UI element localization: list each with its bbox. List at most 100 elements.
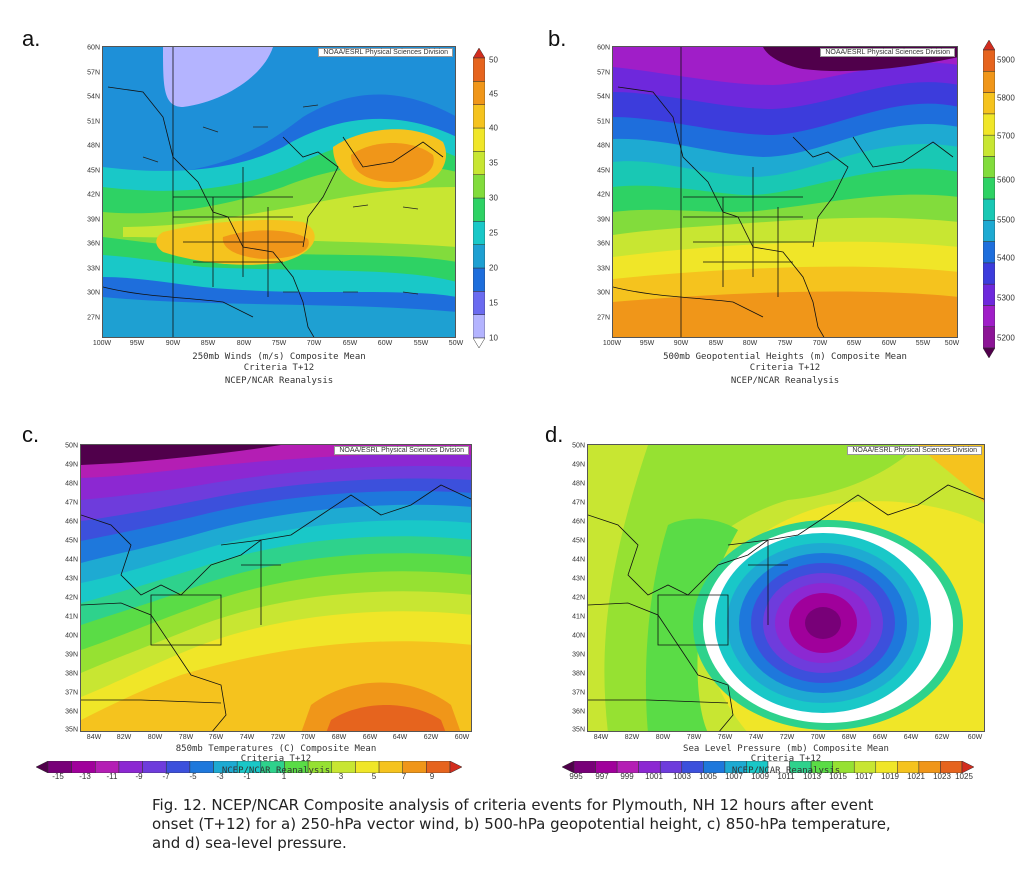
colorbar-label: 1023 <box>933 772 951 781</box>
colorbar-label: 40 <box>489 123 498 133</box>
panel-a-subtitle: Criteria T+12 <box>243 363 315 373</box>
colorbar-label: 1005 <box>699 772 717 781</box>
lat-label: 49N <box>572 461 585 469</box>
panel-d-subtitle: Criteria T+12 <box>750 754 822 764</box>
panel-b-colorbar: 5900 5800 5700 5600 5500 5400 5300 5200 <box>982 39 1023 359</box>
panel-d-credit: NOAA/ESRL Physical Sciences Division <box>847 446 982 455</box>
colorbar-label: -7 <box>162 772 170 781</box>
lat-label: 42N <box>597 191 610 199</box>
panel-a-letter: a. <box>22 26 41 51</box>
lon-label: 60W <box>377 340 393 347</box>
colorbar-label: 9 <box>429 772 435 781</box>
lat-label: 39N <box>572 651 585 659</box>
lon-label: 90W <box>673 340 689 347</box>
colorbar-label: 1 <box>281 772 287 781</box>
colorbar-swatch <box>472 104 486 129</box>
lon-label: 60W <box>881 340 897 347</box>
colorbar-label: 3 <box>338 772 344 781</box>
panel-b-map: NOAA/ESRL Physical Sciences Division <box>612 46 958 338</box>
colorbar-swatch <box>982 283 996 306</box>
lat-label: 47N <box>65 499 78 507</box>
lon-label: 78W <box>686 734 702 741</box>
panel-b-title: 500mb Geopotential Heights (m) Composite… <box>663 352 907 362</box>
panel-b-credit: NOAA/ESRL Physical Sciences Division <box>820 48 955 57</box>
lon-label: 85W <box>200 340 216 347</box>
lon-label: 100W <box>92 340 112 347</box>
colorbar-swatch <box>982 134 996 157</box>
lat-label: 57N <box>87 69 100 77</box>
lon-label: 60W <box>967 734 983 741</box>
colorbar-arrow <box>472 47 486 59</box>
colorbar-label: 1001 <box>645 772 663 781</box>
lon-label: 80W <box>742 340 758 347</box>
colorbar-arrow <box>982 347 996 359</box>
colorbar-label: 5800 <box>997 93 1015 103</box>
colorbar-label: -5 <box>189 772 197 781</box>
colorbar-arrow <box>35 760 49 774</box>
lat-label: 30N <box>597 289 610 297</box>
colorbar-swatch <box>982 241 996 264</box>
panel-c-subtitle: Criteria T+12 <box>240 754 312 764</box>
colorbar-label: 7 <box>401 772 407 781</box>
colorbar-label: 1003 <box>673 772 691 781</box>
lon-label: 60W <box>454 734 470 741</box>
lon-label: 75W <box>777 340 793 347</box>
colorbar-swatch <box>472 151 486 175</box>
lon-label: 64W <box>903 734 919 741</box>
colorbar-swatch <box>472 221 486 245</box>
panel-d-lat-labels: 50N 49N 48N 47N 46N 45N 44N 43N 42N 41N … <box>557 442 585 734</box>
colorbar-swatch <box>982 262 996 285</box>
colorbar-label: 995 <box>569 772 583 781</box>
lat-label: 42N <box>572 594 585 602</box>
panel-b-letter: b. <box>548 26 567 51</box>
lat-label: 50N <box>572 442 585 450</box>
lon-label: 64W <box>392 734 408 741</box>
colorbar-label: -3 <box>216 772 224 781</box>
lat-label: 54N <box>87 93 100 101</box>
lat-label: 39N <box>87 216 100 224</box>
lat-label: 60N <box>87 44 100 52</box>
lon-label: 65W <box>342 340 358 347</box>
lat-label: 41N <box>572 613 585 621</box>
colorbar-label: 1025 <box>955 772 973 781</box>
colorbar-label: -15 <box>52 772 64 781</box>
colorbar-swatch <box>472 57 486 82</box>
colorbar-label: 5700 <box>997 131 1015 141</box>
colorbar-label: 5500 <box>997 215 1015 225</box>
lon-label: 82W <box>624 734 640 741</box>
panel-d-colorbar: 995 997 999 1001 1003 1005 1007 1009 101… <box>561 760 975 786</box>
panel-b-height-field <box>613 47 957 337</box>
colorbar-swatch <box>472 291 486 315</box>
lon-label: 55W <box>915 340 931 347</box>
colorbar-swatch <box>472 174 486 199</box>
lon-label: 78W <box>178 734 194 741</box>
panel-a-colorbar: 50 45 40 35 30 25 20 15 10 <box>472 47 513 349</box>
colorbar-label: 1007 <box>725 772 743 781</box>
lat-label: 37N <box>65 689 78 697</box>
lon-label: 66W <box>872 734 888 741</box>
lon-label: 85W <box>708 340 724 347</box>
colorbar-arrow <box>982 39 996 51</box>
lat-label: 39N <box>65 651 78 659</box>
colorbar-label: 1015 <box>829 772 847 781</box>
colorbar-swatch <box>982 326 996 349</box>
lat-label: 40N <box>572 632 585 640</box>
lat-label: 35N <box>572 726 585 734</box>
colorbar-label: -13 <box>79 772 91 781</box>
lon-label: 68W <box>841 734 857 741</box>
lon-label: 82W <box>116 734 132 741</box>
lon-label: 50W <box>944 340 960 347</box>
colorbar-label: 5400 <box>997 253 1015 263</box>
panel-a-lat-labels: 60N 57N 54N 51N 48N 45N 42N 39N 36N 33N … <box>70 44 100 338</box>
colorbar-label: 15 <box>489 298 498 308</box>
colorbar-label: 20 <box>489 263 498 273</box>
panel-b-lon-labels: 100W 95W 90W 85W 80W 75W 70W 65W 60W 55W… <box>603 340 960 350</box>
lon-label: 55W <box>413 340 429 347</box>
lat-label: 48N <box>597 142 610 150</box>
colorbar-label: 50 <box>489 55 498 65</box>
colorbar-label: 5 <box>371 772 377 781</box>
panel-b-lat-labels: 60N 57N 54N 51N 48N 45N 42N 39N 36N 33N … <box>580 45 610 338</box>
lon-label: 70W <box>812 340 828 347</box>
lat-label: 38N <box>572 670 585 678</box>
colorbar-swatch <box>472 314 486 339</box>
